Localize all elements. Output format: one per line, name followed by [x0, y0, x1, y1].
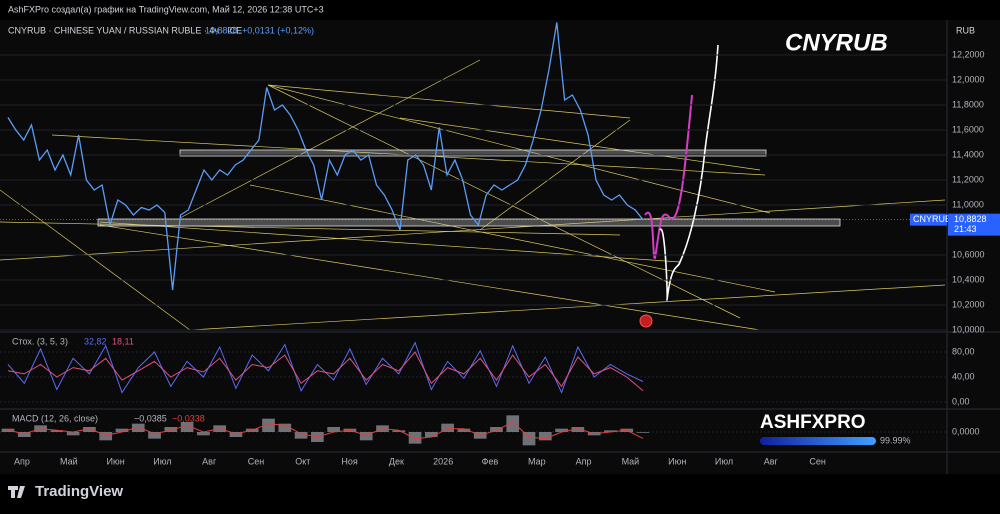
y-tick-label: 12,2000 — [952, 49, 985, 59]
x-tick-label: Июл — [153, 456, 171, 466]
footer: TradingView — [35, 483, 123, 500]
histogram-bar — [327, 427, 340, 432]
stoch-k: 32,82 — [84, 336, 107, 346]
y-tick-label: 0,0000 — [952, 426, 980, 436]
y-tick-label: 80,00 — [952, 346, 975, 356]
x-tick-label: Авг — [202, 456, 217, 466]
histogram-bar — [490, 427, 503, 432]
histogram-bar — [604, 430, 617, 432]
symbol-tag: CNYRUB — [913, 214, 951, 224]
x-tick-label: Май — [60, 456, 78, 466]
header: AshFXPro создал(а) график на TradingView… — [8, 4, 324, 14]
projection — [644, 94, 693, 260]
histogram-bar — [66, 432, 80, 436]
symbol-tag-box — [910, 213, 947, 226]
histogram-bar — [457, 428, 471, 432]
zone — [179, 149, 767, 157]
histogram-bar — [50, 430, 64, 432]
currency: RUB — [956, 25, 975, 35]
progress-bar — [760, 437, 876, 445]
x-tick-label: Апр — [576, 456, 592, 466]
y-tick-label: 12,0000 — [952, 74, 985, 84]
progress-label: 99.99% — [880, 435, 911, 445]
histogram-bar — [441, 423, 454, 432]
trendlines — [0, 59, 946, 331]
x-tick-label: Дек — [389, 456, 404, 466]
histogram-bar — [538, 432, 552, 441]
y-tick-label: 11,6000 — [952, 124, 984, 134]
x-tick-label: Июн — [668, 456, 686, 466]
stoch-title: Стох. (3, 5, 3) — [12, 336, 68, 346]
histogram-bar — [262, 418, 275, 432]
histogram-bar — [278, 423, 292, 432]
footer-icon — [8, 486, 25, 498]
alert-icon — [639, 314, 653, 328]
y-tick-label: 11,2000 — [952, 174, 984, 184]
x-tick-label: Фев — [482, 456, 499, 466]
histogram-bar — [506, 415, 520, 432]
x-tick-label: Июл — [715, 456, 733, 466]
histogram-bar — [164, 427, 178, 432]
histogram-bar — [571, 427, 585, 432]
x-tick-label: Сен — [809, 456, 826, 466]
legend: CNYRUB · CHINESE YUAN / RUSSIAN RUBLE · … — [8, 25, 242, 35]
y-tick-label: 11,4000 — [952, 149, 984, 159]
price-box — [948, 213, 1000, 236]
countdown: 21:43 — [954, 224, 977, 234]
histogram-bar — [424, 432, 438, 437]
x-tick-label: Июн — [106, 456, 124, 466]
chart-area — [0, 20, 1000, 474]
histogram-bar — [197, 432, 210, 436]
y-tick-label: 10,0000 — [952, 324, 985, 334]
histogram-bar — [359, 432, 373, 441]
histogram-bar — [180, 422, 194, 432]
y-tick-label: 10,4000 — [952, 274, 985, 284]
histogram-bar — [636, 432, 650, 433]
x-tick-label: Май — [622, 456, 640, 466]
y-tick-label: 11,0000 — [952, 199, 984, 209]
x-tick-label: Сен — [248, 456, 265, 466]
x-tick-label: Апр — [14, 456, 30, 466]
price-label: 10,8828 — [954, 214, 987, 224]
series-line — [7, 22, 644, 291]
x-tick-label: Авг — [764, 456, 779, 466]
histogram-bar — [392, 430, 406, 432]
logo: ASHFXPRO — [760, 412, 866, 433]
histogram-bar — [555, 428, 568, 432]
macd-value: −0,0385 — [134, 413, 167, 423]
histogram-bar — [131, 423, 145, 432]
y-tick-label: 0,00 — [952, 396, 970, 406]
x-tick-label: 2026 — [433, 456, 453, 466]
y-tick-label: 11,8000 — [952, 99, 984, 109]
x-tick-label: Ноя — [341, 456, 358, 466]
y-tick-label: 40,00 — [952, 371, 975, 381]
series-line — [7, 351, 644, 392]
macd-signal: −0,0338 — [172, 413, 205, 423]
series-line — [7, 421, 644, 440]
histogram-bar — [115, 428, 129, 432]
histogram-bar — [148, 432, 161, 439]
histogram-bar — [17, 432, 31, 437]
zone — [97, 218, 841, 227]
x-tick-label: Окт — [295, 456, 310, 466]
y-tick-label: 10,6000 — [952, 249, 985, 259]
histogram-bar — [522, 432, 536, 446]
projection — [659, 44, 719, 301]
chart-title: CNYRUB — [785, 29, 888, 56]
histogram-bar — [408, 432, 422, 444]
legend-change: +0,0131 (+0,12%) — [242, 25, 314, 35]
histogram-bar — [229, 432, 243, 437]
histogram-bar — [294, 432, 308, 439]
macd-title: MACD (12, 26, close) — [12, 413, 98, 423]
x-tick-label: Мар — [528, 456, 546, 466]
histogram-bar — [83, 427, 96, 432]
stoch-d: 18,11 — [112, 336, 134, 346]
histogram-bar — [99, 432, 113, 441]
legend-price: 10,8828 — [205, 25, 238, 35]
y-tick-label: 10,2000 — [952, 299, 985, 309]
